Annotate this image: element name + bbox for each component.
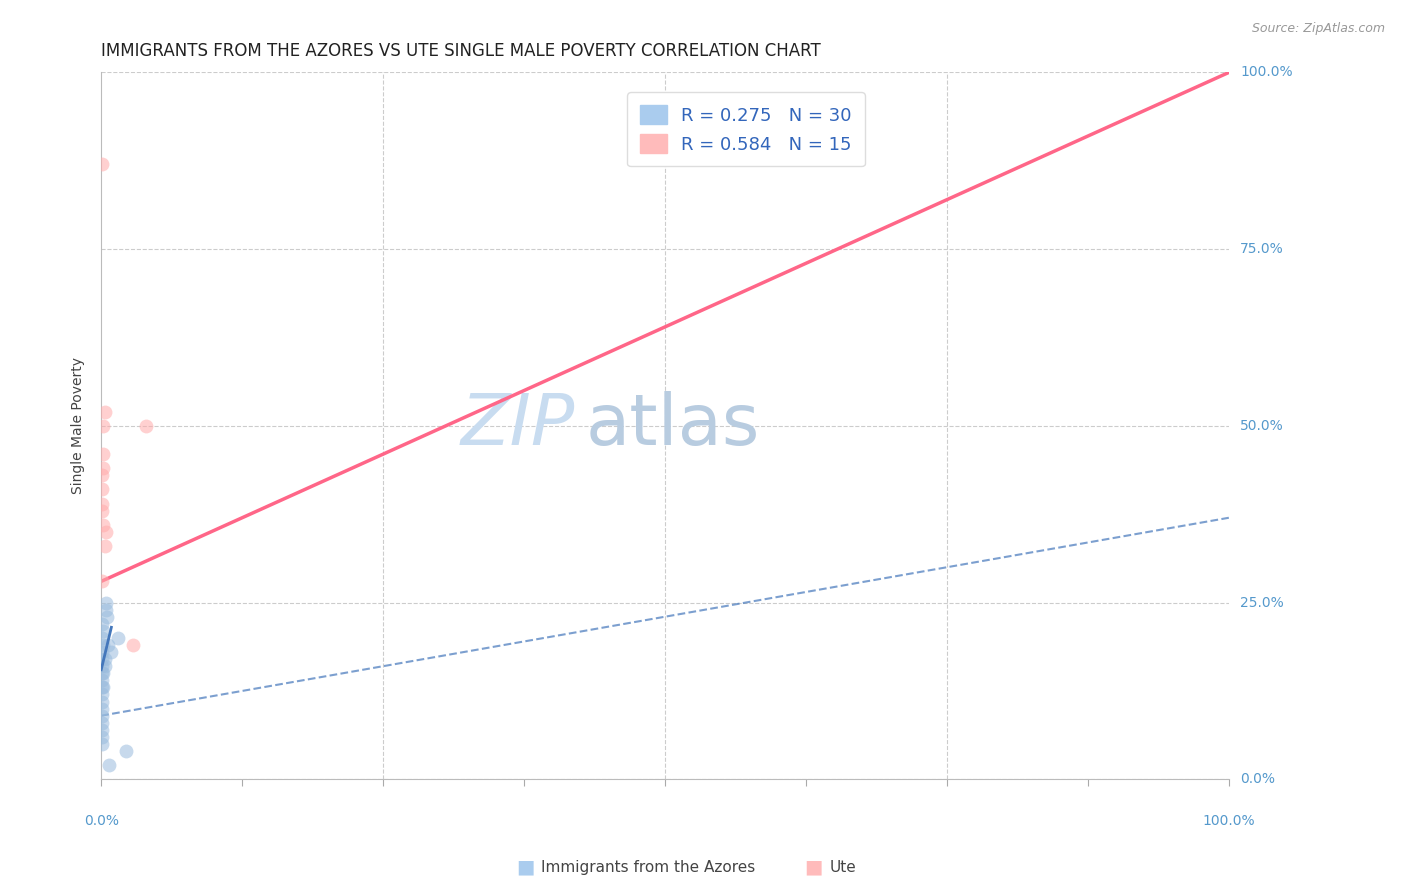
Point [93,652,115,666]
Point [91,730,114,744]
Point [96,609,118,624]
Text: Ute: Ute [830,860,856,874]
Point [91,157,114,171]
Y-axis label: Single Male Poverty: Single Male Poverty [72,358,86,494]
Point [93,517,115,532]
Point [115,744,138,758]
Text: 100.0%: 100.0% [1202,814,1256,828]
Point [91,737,114,751]
Text: atlas: atlas [586,392,761,460]
Text: 25.0%: 25.0% [1240,596,1284,609]
Text: ■: ■ [804,857,823,877]
Point [91,694,114,708]
Text: 0.0%: 0.0% [1240,772,1275,786]
Point [91,708,114,723]
Point [100,645,122,659]
Point [98,758,121,772]
Point [93,659,115,673]
Point [91,645,114,659]
Text: ■: ■ [516,857,534,877]
Point [91,723,114,737]
Point [91,631,114,645]
Point [91,715,114,730]
Point [94,596,117,610]
Point [91,652,114,666]
Text: 0.0%: 0.0% [84,814,118,828]
Point [97,638,120,652]
Point [93,539,115,553]
Point [91,701,114,715]
Point [121,638,143,652]
Legend: R = 0.275   N = 30, R = 0.584   N = 15: R = 0.275 N = 30, R = 0.584 N = 15 [627,92,865,166]
Point [91,673,114,688]
Point [91,681,114,695]
Point [91,666,114,681]
Point [93,638,115,652]
Point [93,666,115,681]
Text: Immigrants from the Azores: Immigrants from the Azores [541,860,755,874]
Point [93,447,115,461]
Point [93,405,115,419]
Text: IMMIGRANTS FROM THE AZORES VS UTE SINGLE MALE POVERTY CORRELATION CHART: IMMIGRANTS FROM THE AZORES VS UTE SINGLE… [101,42,821,60]
Point [93,681,115,695]
Point [93,418,115,433]
Point [91,574,114,589]
Text: Source: ZipAtlas.com: Source: ZipAtlas.com [1251,22,1385,36]
Point [91,688,114,702]
Point [94,524,117,539]
Point [107,631,129,645]
Text: ZIP: ZIP [460,392,575,460]
Point [91,497,114,511]
Text: 100.0%: 100.0% [1240,65,1292,79]
Point [91,504,114,518]
Point [91,483,114,497]
Point [91,659,114,673]
Point [135,418,157,433]
Point [93,624,115,638]
Text: 75.0%: 75.0% [1240,242,1284,256]
Point [91,468,114,483]
Point [93,461,115,475]
Point [91,616,114,631]
Point [94,602,117,616]
Text: 50.0%: 50.0% [1240,419,1284,433]
